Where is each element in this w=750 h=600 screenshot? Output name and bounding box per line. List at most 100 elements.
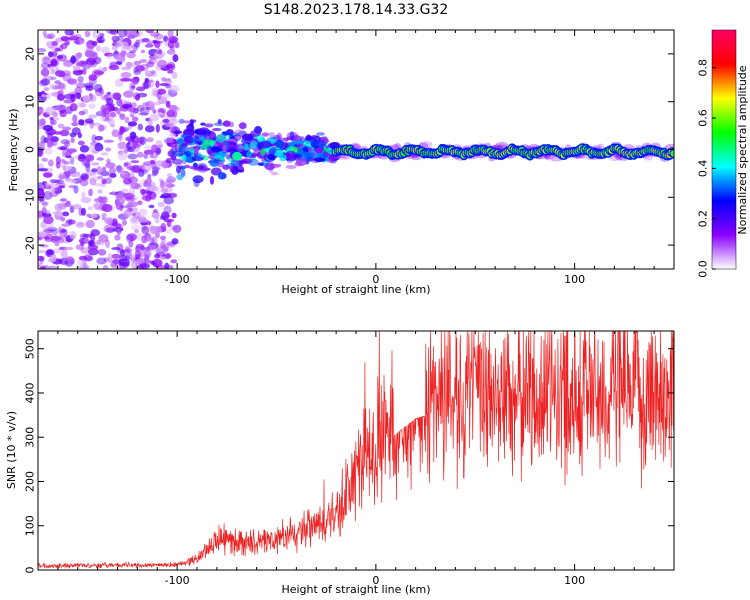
noise-blob bbox=[122, 219, 127, 226]
onset-blob bbox=[191, 156, 204, 162]
noise-blob bbox=[58, 185, 66, 189]
noise-blob bbox=[127, 106, 135, 113]
noise-blob bbox=[60, 43, 68, 50]
onset-blob bbox=[285, 165, 297, 170]
noise-blob bbox=[105, 147, 112, 152]
onset-blob bbox=[292, 140, 305, 145]
noise-blob bbox=[55, 210, 63, 217]
noise-blob bbox=[120, 188, 129, 193]
noise-blob bbox=[49, 253, 57, 263]
noise-blob bbox=[64, 30, 74, 36]
noise-blob bbox=[62, 144, 69, 151]
noise-blob bbox=[61, 159, 66, 164]
noise-blob bbox=[51, 187, 56, 197]
x-tick-label: 100 bbox=[564, 574, 585, 587]
y-tick-label: 400 bbox=[24, 382, 37, 403]
noise-blob bbox=[170, 225, 179, 231]
noise-blob bbox=[59, 198, 67, 202]
noise-blob bbox=[82, 94, 91, 104]
onset-blob bbox=[272, 163, 282, 167]
noise-blob bbox=[112, 259, 122, 264]
noise-blob bbox=[69, 231, 77, 240]
noise-blob bbox=[123, 90, 134, 98]
noise-blob bbox=[58, 71, 66, 78]
noise-blob bbox=[129, 50, 137, 54]
noise-blob bbox=[149, 57, 157, 65]
noise-blob bbox=[93, 198, 104, 202]
noise-blob bbox=[78, 110, 86, 116]
noise-blob bbox=[43, 56, 54, 61]
noise-blob bbox=[41, 56, 51, 64]
noise-blob bbox=[131, 215, 138, 223]
noise-blob bbox=[61, 223, 71, 227]
noise-blob bbox=[161, 76, 166, 82]
noise-blob bbox=[63, 160, 71, 165]
noise-blob bbox=[174, 41, 180, 49]
noise-blob bbox=[72, 204, 82, 210]
noise-blob bbox=[43, 34, 54, 40]
y-tick-label: 100 bbox=[24, 515, 37, 536]
onset-blob bbox=[189, 165, 198, 170]
noise-blob bbox=[60, 249, 68, 259]
noise-blob bbox=[161, 93, 171, 99]
colorbar-tick-label: 0.0 bbox=[697, 260, 710, 278]
noise-blob bbox=[88, 114, 98, 119]
onset-blob bbox=[228, 121, 235, 128]
noise-blob bbox=[41, 94, 46, 98]
noise-blob bbox=[42, 124, 54, 132]
noise-blob bbox=[58, 174, 67, 180]
noise-blob bbox=[80, 179, 89, 187]
noise-blob bbox=[69, 156, 75, 165]
noise-blob bbox=[56, 55, 64, 60]
noise-blob bbox=[139, 106, 150, 116]
noise-blob bbox=[91, 168, 98, 173]
noise-blob bbox=[109, 111, 117, 118]
y-tick-label: 0 bbox=[24, 567, 37, 574]
noise-blob bbox=[149, 104, 155, 111]
noise-blob bbox=[54, 242, 60, 247]
onset-blob bbox=[198, 165, 205, 169]
onset-blob bbox=[232, 151, 242, 161]
onset-blob bbox=[217, 172, 227, 180]
spectrogram-y-label: Frequency (Hz) bbox=[7, 109, 20, 192]
noise-blob bbox=[119, 41, 129, 48]
noise-blob bbox=[56, 93, 65, 101]
noise-blob bbox=[81, 191, 86, 199]
noise-blob bbox=[151, 166, 160, 174]
noise-blob bbox=[104, 217, 114, 225]
noise-blob bbox=[108, 64, 120, 71]
noise-blob bbox=[41, 206, 47, 215]
noise-blob bbox=[76, 82, 86, 89]
onset-blob bbox=[238, 122, 247, 130]
onset-blob bbox=[316, 132, 325, 136]
noise-blob bbox=[91, 134, 97, 143]
noise-blob bbox=[166, 64, 174, 69]
noise-blob bbox=[143, 153, 149, 159]
onset-blob bbox=[215, 133, 226, 143]
noise-blob bbox=[111, 190, 116, 196]
noise-blob bbox=[166, 48, 176, 55]
noise-blob bbox=[152, 89, 158, 96]
noise-blob bbox=[111, 92, 120, 100]
noise-blob bbox=[132, 196, 139, 200]
noise-blob bbox=[167, 150, 175, 157]
onset-blob bbox=[294, 153, 302, 159]
noise-blob bbox=[144, 70, 154, 77]
noise-blob bbox=[163, 139, 175, 143]
noise-blob bbox=[43, 137, 49, 144]
noise-blob bbox=[67, 179, 77, 184]
noise-blob bbox=[146, 178, 152, 185]
noise-blob bbox=[97, 124, 105, 132]
onset-blob bbox=[178, 145, 190, 153]
noise-blob bbox=[78, 119, 85, 126]
noise-blob bbox=[50, 59, 58, 67]
noise-blob bbox=[47, 32, 56, 40]
noise-blob bbox=[119, 113, 126, 121]
noise-blob bbox=[53, 187, 63, 194]
noise-blob bbox=[47, 159, 54, 167]
noise-blob bbox=[131, 212, 136, 217]
noise-blob bbox=[98, 234, 109, 243]
noise-blob bbox=[84, 49, 93, 58]
onset-blob bbox=[222, 120, 231, 127]
